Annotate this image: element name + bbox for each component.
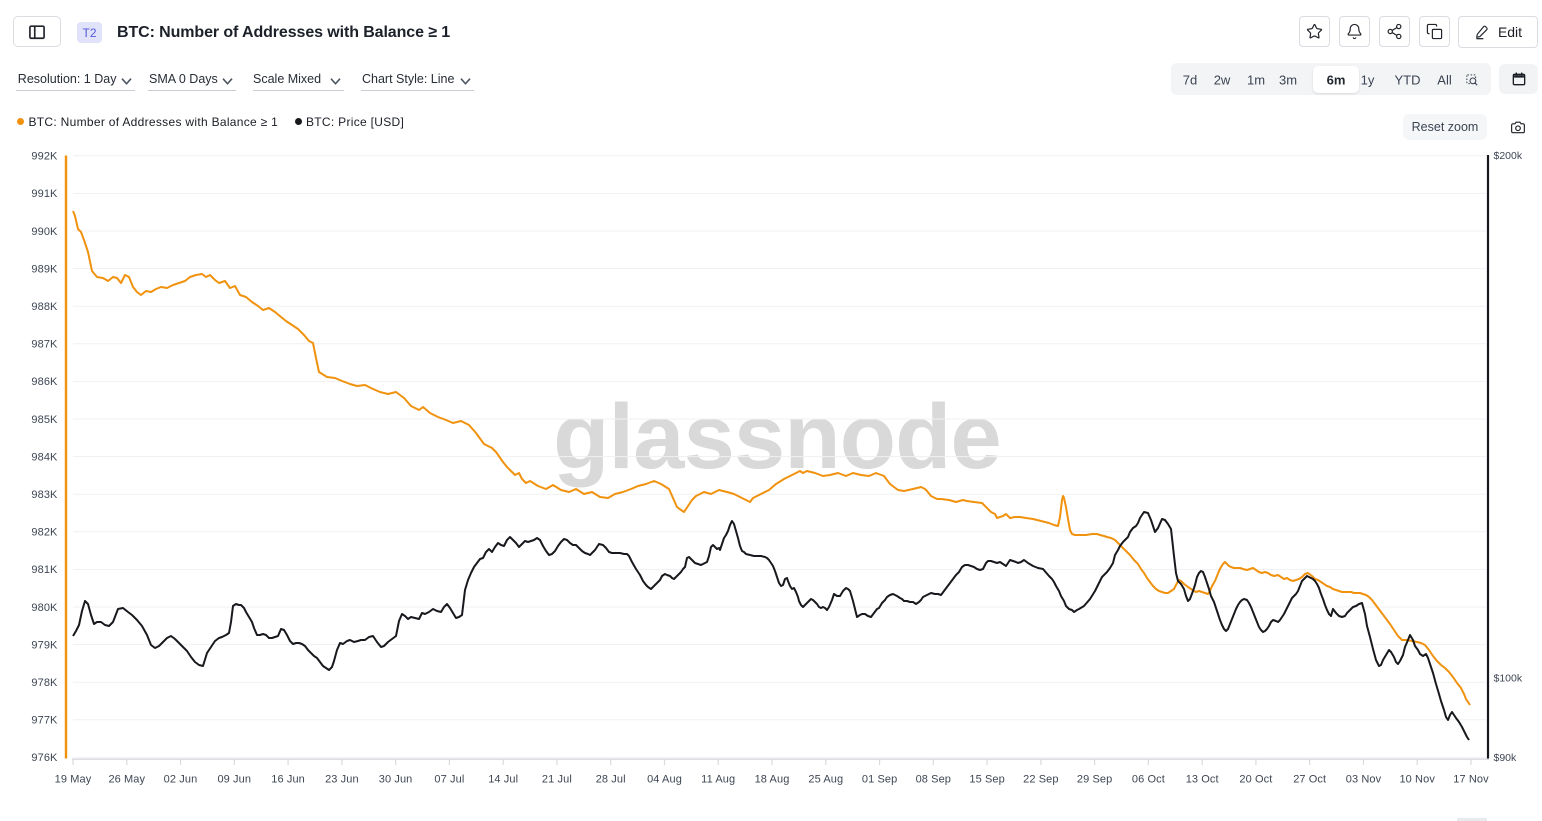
svg-text:01 Sep: 01 Sep — [862, 774, 897, 786]
svg-text:13 Oct: 13 Oct — [1186, 774, 1219, 786]
svg-text:990K: 990K — [31, 226, 58, 238]
svg-text:$90k: $90k — [1494, 752, 1518, 764]
svg-text:977K: 977K — [31, 715, 58, 727]
svg-text:20 Oct: 20 Oct — [1239, 774, 1272, 786]
svg-text:08 Sep: 08 Sep — [916, 774, 951, 786]
svg-text:981K: 981K — [31, 564, 58, 576]
svg-text:$100k: $100k — [1494, 672, 1523, 684]
svg-text:04 Aug: 04 Aug — [647, 774, 682, 786]
svg-text:10 Nov: 10 Nov — [1399, 774, 1435, 786]
svg-text:988K: 988K — [31, 301, 58, 313]
svg-text:15 Sep: 15 Sep — [969, 774, 1004, 786]
svg-text:987K: 987K — [31, 339, 58, 351]
svg-text:989K: 989K — [31, 263, 58, 275]
svg-text:978K: 978K — [31, 677, 58, 689]
svg-text:11 Aug: 11 Aug — [701, 774, 735, 786]
svg-text:983K: 983K — [31, 489, 58, 501]
svg-text:23 Jun: 23 Jun — [325, 774, 359, 786]
svg-text:29 Sep: 29 Sep — [1077, 774, 1112, 786]
svg-text:30 Jun: 30 Jun — [379, 774, 413, 786]
svg-text:980K: 980K — [31, 602, 58, 614]
svg-text:09 Jun: 09 Jun — [217, 774, 251, 786]
svg-text:14 Jul: 14 Jul — [488, 774, 518, 786]
svg-text:986K: 986K — [31, 376, 58, 388]
svg-text:glassnode: glassnode — [553, 386, 1001, 488]
svg-text:985K: 985K — [31, 414, 58, 426]
svg-text:22 Sep: 22 Sep — [1023, 774, 1058, 786]
svg-text:18 Aug: 18 Aug — [755, 774, 790, 786]
svg-text:21 Jul: 21 Jul — [542, 774, 572, 786]
svg-text:17 Nov: 17 Nov — [1453, 774, 1489, 786]
svg-text:$200k: $200k — [1494, 150, 1523, 162]
svg-text:19 May: 19 May — [55, 774, 92, 786]
svg-text:06 Oct: 06 Oct — [1132, 774, 1165, 786]
svg-text:27 Oct: 27 Oct — [1293, 774, 1326, 786]
svg-text:979K: 979K — [31, 639, 58, 651]
svg-text:28 Jul: 28 Jul — [596, 774, 626, 786]
svg-text:26 May: 26 May — [108, 774, 145, 786]
svg-text:991K: 991K — [31, 188, 58, 200]
svg-text:984K: 984K — [31, 451, 58, 463]
svg-text:16 Jun: 16 Jun — [271, 774, 305, 786]
svg-text:25 Aug: 25 Aug — [808, 774, 843, 786]
svg-text:992K: 992K — [31, 151, 58, 163]
svg-text:982K: 982K — [31, 527, 58, 539]
svg-text:07 Jul: 07 Jul — [434, 774, 464, 786]
svg-text:03 Nov: 03 Nov — [1346, 774, 1382, 786]
svg-text:976K: 976K — [31, 752, 58, 764]
svg-text:02 Jun: 02 Jun — [164, 774, 198, 786]
